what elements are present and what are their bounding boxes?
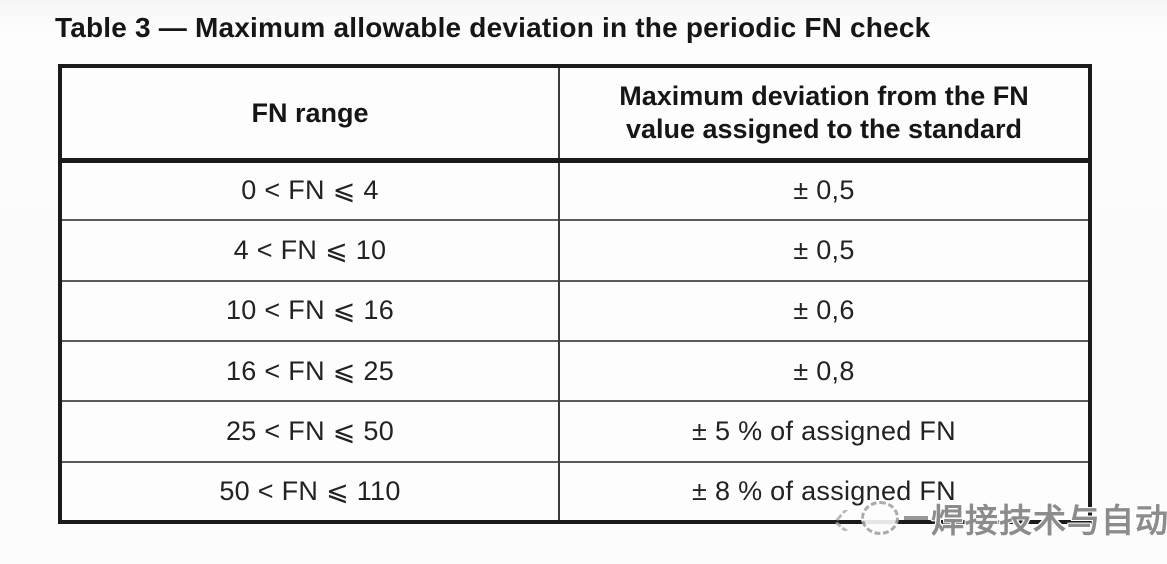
watermark-text: 焊接技术与自动化 [931, 502, 1167, 539]
deviation-cell: ± 5 % of assigned FN [558, 400, 1090, 462]
table-row: 0 < FN ⩽ 4 ± 0,5 [60, 160, 1090, 221]
table-row: 50 < FN ⩽ 110 ± 8 % of assigned FN [60, 460, 1090, 522]
table-row: 10 < FN ⩽ 16 ± 0,6 [60, 279, 1090, 341]
table-row: 4 < FN ⩽ 10 ± 0,5 [60, 219, 1090, 281]
fn-range-cell: 16 < FN ⩽ 25 [60, 339, 559, 402]
watermark-sparkle-icon [833, 507, 859, 533]
table-caption: Table 3 — Maximum allowable deviation in… [55, 12, 931, 43]
fn-range-cell: 50 < FN ⩽ 110 [60, 460, 559, 522]
fn-range-cell: 4 < FN ⩽ 10 [60, 219, 559, 281]
dashed-circle-logo-icon [861, 501, 899, 535]
deviation-cell: ± 0,6 [558, 279, 1090, 341]
fn-range-cell: 0 < FN ⩽ 4 [241, 175, 379, 206]
deviation-cell: ± 0,5 [558, 219, 1090, 281]
watermark-dash-icon [904, 516, 928, 520]
header-fn-range: FN range [60, 66, 559, 163]
watermark: 焊接技术与自动化 [833, 494, 1167, 542]
deviation-cell: ± 0,5 [558, 160, 1090, 221]
table-header-row: FN range Maximum deviation from the FN v… [60, 66, 1090, 163]
fn-deviation-table: FN range Maximum deviation from the FN v… [58, 64, 1092, 524]
fn-range-cell: 25 < FN ⩽ 50 [60, 400, 559, 462]
fn-range-cell: 10 < FN ⩽ 16 [60, 279, 559, 341]
deviation-cell: ± 0,8 [558, 339, 1090, 402]
header-max-deviation: Maximum deviation from the FN value assi… [558, 66, 1090, 163]
table-row: 25 < FN ⩽ 50 ± 5 % of assigned FN [60, 400, 1090, 462]
deviation-cell: ± 8 % of assigned FN [558, 460, 1090, 522]
table-row: 16 < FN ⩽ 25 ± 0,8 [60, 339, 1090, 402]
